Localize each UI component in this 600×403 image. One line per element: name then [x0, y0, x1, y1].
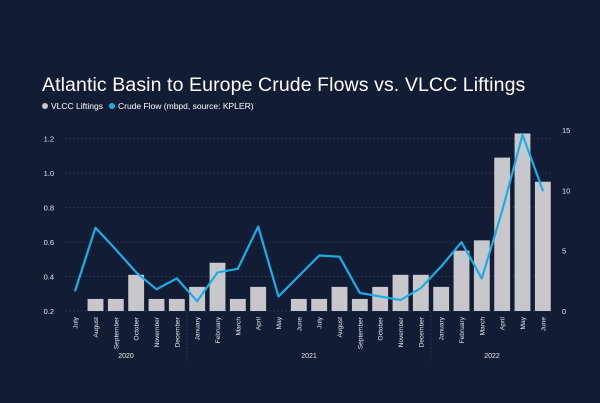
legend-dot-vlcc [42, 103, 48, 109]
bar [128, 274, 145, 311]
bar [107, 298, 124, 311]
x-tick-label: November [154, 316, 161, 347]
chart-legend: VLCC Liftings Crude Flow (mbpd, source: … [42, 101, 260, 111]
bar [168, 298, 185, 311]
x-tick-label: June [540, 317, 547, 332]
x-tick-label: September [357, 316, 364, 349]
y-right-tick-label: 15 [562, 126, 570, 135]
x-tick-label: May [276, 316, 283, 329]
y-left-tick-label: 0.6 [44, 238, 54, 247]
chart-title: Atlantic Basin to Europe Crude Flows vs.… [42, 74, 526, 96]
x-tick-label: December [418, 316, 425, 347]
x-tick-label: March [235, 317, 242, 336]
bar [433, 286, 450, 311]
x-tick-label: May [520, 316, 527, 329]
x-tick-label: June [296, 317, 303, 332]
bar [209, 262, 226, 311]
x-tick-label: April [256, 316, 263, 330]
x-tick-label: November [398, 316, 405, 347]
x-tick-label: August [337, 317, 344, 338]
bar [453, 250, 470, 311]
legend-item-vlcc: VLCC Liftings [42, 101, 103, 111]
bar [311, 298, 328, 311]
y-right-tick-label: 0 [562, 307, 566, 316]
x-tick-label: December [174, 316, 181, 347]
x-tick-label: August [93, 317, 100, 338]
year-label: 2022 [484, 353, 500, 360]
bar [372, 286, 389, 311]
bar [351, 298, 368, 311]
bar [412, 274, 429, 311]
y-left-tick-label: 1.0 [44, 169, 54, 178]
crude-flow-line [74, 133, 544, 303]
year-label: 2020 [118, 353, 134, 360]
x-tick-label: October [134, 316, 141, 340]
legend-label-vlcc: VLCC Liftings [51, 101, 103, 111]
bar [148, 298, 165, 311]
year-label: 2021 [301, 353, 317, 360]
x-tick-label: February [459, 316, 466, 343]
bar [189, 286, 206, 311]
x-tick-label: September [113, 316, 120, 349]
x-tick-label: July [317, 316, 324, 328]
bar [514, 133, 531, 311]
y-right-tick-label: 5 [562, 247, 566, 256]
x-tick-label: October [378, 316, 385, 340]
y-left-tick-label: 0.8 [44, 204, 54, 213]
bar [494, 157, 511, 311]
bar [250, 286, 267, 311]
legend-label-crude-flow: Crude Flow (mbpd, source: KPLER) [117, 101, 254, 111]
bar [534, 181, 551, 311]
x-tick-label: April [500, 316, 507, 330]
x-tick-label: January [439, 316, 446, 340]
bar [392, 274, 409, 311]
legend-dot-crude-flow [108, 103, 115, 109]
bar [290, 298, 307, 311]
x-tick-label: January [195, 316, 202, 340]
legend-item-crude-flow: Crude Flow (mbpd, source: KPLER) [108, 101, 254, 111]
y-left-tick-label: 0.2 [44, 307, 54, 316]
y-left-tick-label: 1.2 [44, 135, 54, 144]
x-tick-label: March [479, 317, 486, 336]
x-tick-label: July [73, 316, 80, 328]
x-tick-label: February [215, 316, 222, 343]
y-right-tick-label: 10 [562, 186, 570, 195]
bar [229, 298, 246, 311]
bar [87, 298, 104, 311]
bar [331, 286, 348, 311]
y-left-tick-label: 0.4 [44, 273, 54, 282]
